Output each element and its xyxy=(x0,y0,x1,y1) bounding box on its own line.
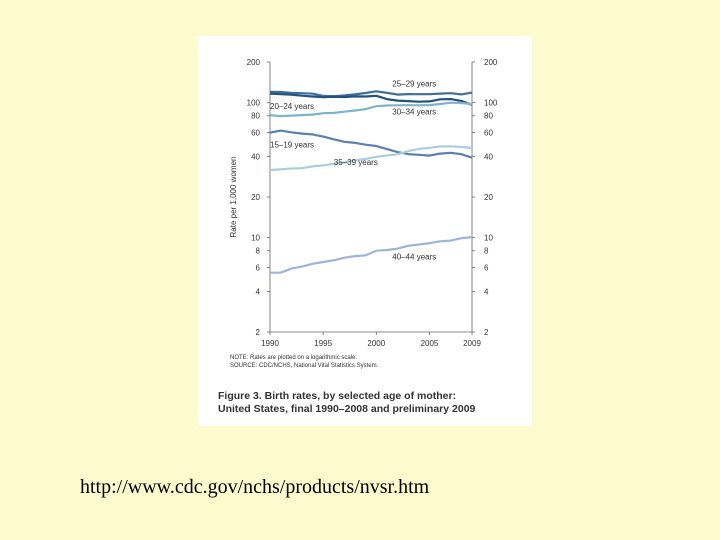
x-tick-label: 2009 xyxy=(463,339,481,348)
y-tick-label-left: 40 xyxy=(251,152,260,161)
series-label: 40–44 years xyxy=(392,252,436,261)
y-tick-label-right: 100 xyxy=(484,99,498,108)
y-tick-label-right: 6 xyxy=(484,264,489,273)
series-label: 25–29 years xyxy=(392,79,436,88)
series-line xyxy=(269,145,473,172)
y-tick-label-left: 80 xyxy=(251,112,260,121)
figure-panel: 2 2 4 4 6 6 8 8 10 10 20 20 40 40 60 60 80 80 100 100 200 200… xyxy=(198,36,532,426)
series-line xyxy=(269,101,473,118)
y-tick-label-left: 8 xyxy=(256,247,261,256)
source-url: http://www.cdc.gov/nchs/products/nvsr.ht… xyxy=(80,476,430,498)
y-tick-label-right: 8 xyxy=(484,247,489,256)
y-tick-label-left: 4 xyxy=(256,287,261,296)
y-tick-label-right: 60 xyxy=(484,129,493,138)
series-line xyxy=(269,92,473,106)
figure-note: NOTE: Rates are plotted on a logarithmic… xyxy=(230,354,378,370)
series-label: 15–19 years xyxy=(270,141,314,150)
series-label: 30–34 years xyxy=(392,107,436,116)
y-tick-label-left: 20 xyxy=(251,193,260,202)
y-tick-label-left: 60 xyxy=(251,129,260,138)
note-line-1: NOTE: Rates are plotted on a logarithmic… xyxy=(230,355,358,361)
caption-line-2: United States, final 1990–2008 and preli… xyxy=(218,403,476,415)
y-tick-label-left: 6 xyxy=(256,264,261,273)
y-tick-label-right: 4 xyxy=(484,287,489,296)
y-tick-label-right: 10 xyxy=(484,234,493,243)
x-tick-label: 2005 xyxy=(421,339,439,348)
series-line xyxy=(269,90,473,98)
y-tick-label-right: 200 xyxy=(484,58,498,67)
y-tick-label-right: 20 xyxy=(484,193,493,202)
y-tick-label-left: 200 xyxy=(247,58,261,67)
y-tick-label-left: 2 xyxy=(256,328,261,337)
series-line xyxy=(269,129,473,159)
x-tick-label: 1995 xyxy=(314,339,332,348)
series-label: 35–39 years xyxy=(334,158,378,167)
y-tick-label-right: 40 xyxy=(484,152,493,161)
y-tick-label-left: 100 xyxy=(247,99,261,108)
note-line-2: SOURCE: CDC/NCHS, National Vital Statist… xyxy=(230,363,379,369)
x-tick-label: 2000 xyxy=(367,339,385,348)
caption-line-1: Figure 3. Birth rates, by selected age o… xyxy=(218,390,457,402)
series-line xyxy=(270,236,473,274)
birth-rate-chart: 2 2 4 4 6 6 8 8 10 10 20 20 40 40 60 60 80 80 100 100 200 200… xyxy=(229,58,498,348)
y-tick-label-right: 2 xyxy=(484,328,489,337)
figure-caption: Figure 3. Birth rates, by selected age o… xyxy=(218,390,518,416)
y-tick-label-left: 10 xyxy=(251,234,260,243)
y-tick-label-right: 80 xyxy=(484,112,493,121)
series-label: 20–24 years xyxy=(270,102,314,111)
x-tick-label: 1990 xyxy=(261,339,279,348)
y-axis-title: Rate per 1,000 women xyxy=(229,157,238,238)
